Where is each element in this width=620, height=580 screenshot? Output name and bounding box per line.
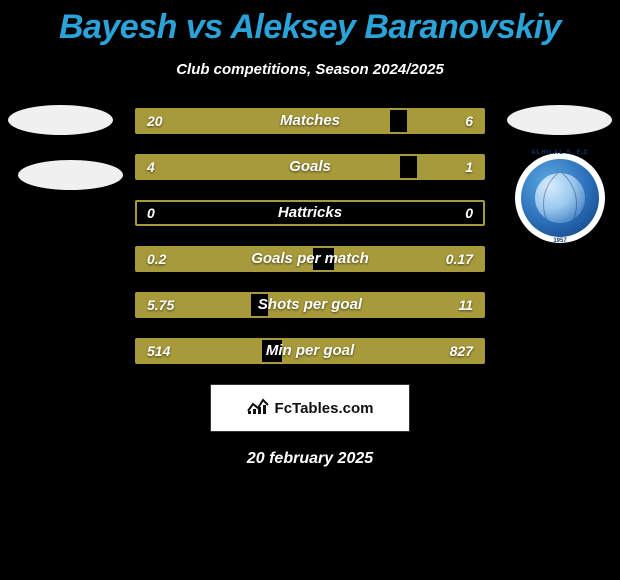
stat-label: Min per goal: [137, 340, 483, 362]
page-subtitle: Club competitions, Season 2024/2025: [0, 61, 620, 78]
stat-label: Matches: [137, 110, 483, 132]
stat-label: Goals: [137, 156, 483, 178]
page-title: Bayesh vs Aleksey Baranovskiy: [0, 0, 620, 47]
footer-date: 20 february 2025: [0, 450, 620, 468]
attribution-box: FcTables.com: [210, 384, 410, 432]
stat-row: 00Hattricks: [135, 200, 485, 226]
stat-row: 206Matches: [135, 108, 485, 134]
stat-label: Hattricks: [137, 202, 483, 224]
comparison-main: ALHILAL S. F.C 1957 206Matches 41Goals 00H…: [0, 108, 620, 468]
stat-row: 5.7511Shots per goal: [135, 292, 485, 318]
player-left-ellipse-2: [18, 160, 123, 190]
stat-row: 41Goals: [135, 154, 485, 180]
attribution-text: FcTables.com: [275, 400, 374, 417]
club-badge-right: ALHILAL S. F.C 1957: [515, 153, 605, 243]
stat-label: Shots per goal: [137, 294, 483, 316]
fctables-logo-icon: [247, 397, 269, 420]
player-left-ellipse-1: [8, 105, 113, 135]
club-badge-inner: [521, 159, 599, 237]
club-badge-ball-icon: [535, 173, 585, 223]
player-right-ellipse: [507, 105, 612, 135]
stat-bars: 206Matches 41Goals 00Hattricks 0.20.17Goals…: [135, 108, 485, 364]
stat-row: 0.20.17Goals per match: [135, 246, 485, 272]
club-badge-year: 1957: [515, 238, 605, 244]
stat-label: Goals per match: [137, 248, 483, 270]
club-badge-ring-text: ALHILAL S. F.C: [515, 150, 605, 156]
stat-row: 514827Min per goal: [135, 338, 485, 364]
